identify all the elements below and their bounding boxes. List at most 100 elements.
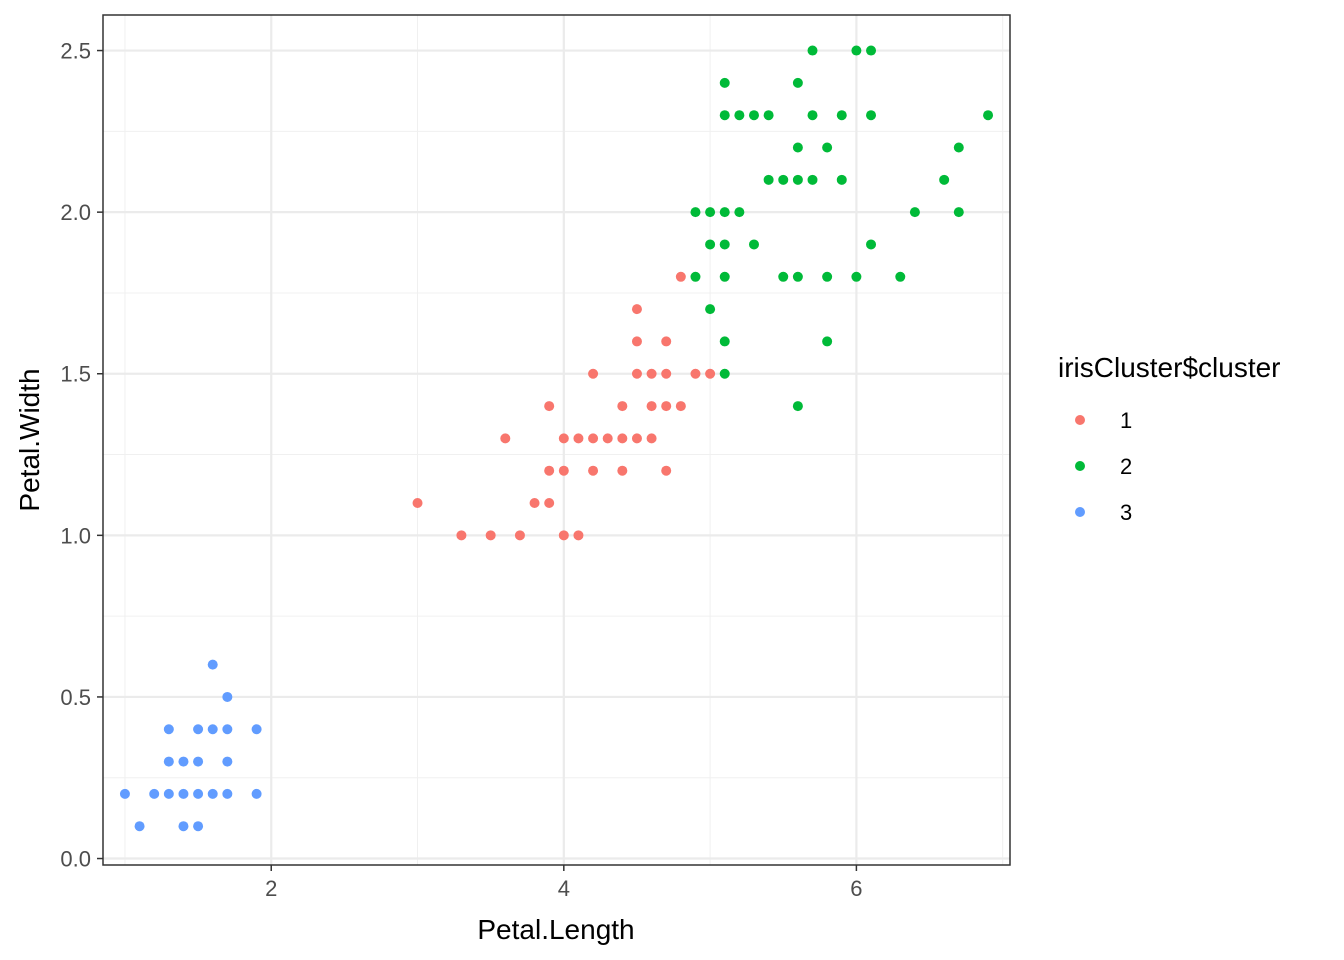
data-point-cluster-2 bbox=[792, 401, 803, 412]
data-point-cluster-2 bbox=[866, 239, 877, 250]
data-point-cluster-1 bbox=[558, 530, 569, 541]
data-point-cluster-2 bbox=[792, 77, 803, 88]
data-point-cluster-1 bbox=[646, 368, 657, 379]
data-point-cluster-1 bbox=[602, 433, 613, 444]
data-point-cluster-2 bbox=[719, 239, 730, 250]
points-layer bbox=[119, 45, 994, 832]
data-point-cluster-2 bbox=[763, 174, 774, 185]
data-point-cluster-2 bbox=[909, 207, 920, 218]
data-point-cluster-2 bbox=[822, 142, 833, 153]
data-point-cluster-3 bbox=[207, 788, 218, 799]
data-point-cluster-3 bbox=[163, 756, 174, 767]
data-point-cluster-3 bbox=[222, 691, 233, 702]
data-point-cluster-2 bbox=[705, 304, 716, 315]
data-point-cluster-1 bbox=[529, 498, 540, 509]
panel-border bbox=[102, 14, 1011, 866]
data-point-cluster-1 bbox=[573, 530, 584, 541]
data-point-cluster-3 bbox=[207, 724, 218, 735]
data-point-cluster-3 bbox=[149, 788, 160, 799]
data-point-cluster-1 bbox=[544, 401, 555, 412]
y-axis-title: Petal.Width bbox=[14, 368, 45, 511]
data-point-cluster-3 bbox=[193, 788, 204, 799]
data-point-cluster-2 bbox=[807, 45, 818, 56]
data-point-cluster-2 bbox=[851, 271, 862, 282]
data-point-cluster-2 bbox=[719, 336, 730, 347]
data-point-cluster-2 bbox=[953, 207, 964, 218]
y-tick-label: 1.0 bbox=[60, 523, 91, 548]
data-point-cluster-3 bbox=[193, 821, 204, 832]
data-point-cluster-2 bbox=[748, 239, 759, 250]
data-point-cluster-2 bbox=[792, 271, 803, 282]
data-point-cluster-2 bbox=[734, 110, 745, 121]
legend-key-1 bbox=[1075, 415, 1085, 425]
data-point-cluster-2 bbox=[705, 239, 716, 250]
data-point-cluster-3 bbox=[178, 788, 189, 799]
data-point-cluster-2 bbox=[866, 45, 877, 56]
legend: irisCluster$cluster 1 2 3 bbox=[1058, 352, 1281, 525]
data-point-cluster-2 bbox=[953, 142, 964, 153]
data-point-cluster-1 bbox=[661, 401, 672, 412]
x-tick-label: 4 bbox=[558, 876, 570, 901]
data-point-cluster-2 bbox=[748, 110, 759, 121]
data-point-cluster-1 bbox=[514, 530, 525, 541]
data-point-cluster-1 bbox=[544, 498, 555, 509]
data-point-cluster-1 bbox=[544, 465, 555, 476]
data-point-cluster-1 bbox=[500, 433, 511, 444]
data-point-cluster-3 bbox=[207, 659, 218, 670]
data-point-cluster-1 bbox=[617, 401, 628, 412]
data-point-cluster-2 bbox=[836, 110, 847, 121]
data-point-cluster-1 bbox=[661, 465, 672, 476]
data-point-cluster-2 bbox=[719, 77, 730, 88]
data-point-cluster-1 bbox=[558, 433, 569, 444]
data-point-cluster-2 bbox=[983, 110, 994, 121]
data-point-cluster-1 bbox=[617, 465, 628, 476]
data-point-cluster-2 bbox=[719, 271, 730, 282]
y-tick-label: 2.0 bbox=[60, 200, 91, 225]
data-point-cluster-2 bbox=[719, 368, 730, 379]
data-point-cluster-1 bbox=[675, 401, 686, 412]
data-point-cluster-1 bbox=[412, 498, 423, 509]
data-point-cluster-1 bbox=[675, 271, 686, 282]
data-point-cluster-1 bbox=[661, 336, 672, 347]
data-point-cluster-2 bbox=[690, 207, 701, 218]
data-point-cluster-2 bbox=[836, 174, 847, 185]
data-point-cluster-2 bbox=[792, 142, 803, 153]
data-point-cluster-1 bbox=[646, 433, 657, 444]
data-point-cluster-3 bbox=[222, 788, 233, 799]
data-point-cluster-2 bbox=[939, 174, 950, 185]
data-point-cluster-2 bbox=[807, 110, 818, 121]
data-point-cluster-1 bbox=[485, 530, 496, 541]
data-point-cluster-1 bbox=[705, 368, 716, 379]
data-point-cluster-1 bbox=[646, 401, 657, 412]
data-point-cluster-2 bbox=[734, 207, 745, 218]
data-point-cluster-1 bbox=[631, 336, 642, 347]
data-point-cluster-1 bbox=[661, 368, 672, 379]
grid-layer bbox=[103, 15, 1010, 865]
legend-label-3: 3 bbox=[1120, 500, 1132, 525]
data-point-cluster-2 bbox=[763, 110, 774, 121]
data-point-cluster-1 bbox=[558, 465, 569, 476]
data-point-cluster-2 bbox=[719, 207, 730, 218]
data-point-cluster-3 bbox=[193, 724, 204, 735]
legend-title: irisCluster$cluster bbox=[1058, 352, 1281, 383]
legend-key-2 bbox=[1075, 461, 1085, 471]
data-point-cluster-2 bbox=[895, 271, 906, 282]
data-point-cluster-2 bbox=[807, 174, 818, 185]
legend-label-1: 1 bbox=[1120, 408, 1132, 433]
data-point-cluster-1 bbox=[588, 465, 599, 476]
data-point-cluster-3 bbox=[134, 821, 145, 832]
data-point-cluster-2 bbox=[719, 110, 730, 121]
data-point-cluster-1 bbox=[631, 304, 642, 315]
x-axis-title: Petal.Length bbox=[477, 914, 634, 945]
data-point-cluster-2 bbox=[705, 207, 716, 218]
data-point-cluster-3 bbox=[163, 788, 174, 799]
y-tick-label: 0.5 bbox=[60, 685, 91, 710]
y-tick-label: 2.5 bbox=[60, 39, 91, 64]
data-point-cluster-2 bbox=[851, 45, 862, 56]
data-point-cluster-3 bbox=[251, 788, 262, 799]
data-point-cluster-2 bbox=[822, 336, 833, 347]
data-point-cluster-3 bbox=[178, 756, 189, 767]
data-point-cluster-2 bbox=[778, 174, 789, 185]
x-tick-label: 6 bbox=[850, 876, 862, 901]
